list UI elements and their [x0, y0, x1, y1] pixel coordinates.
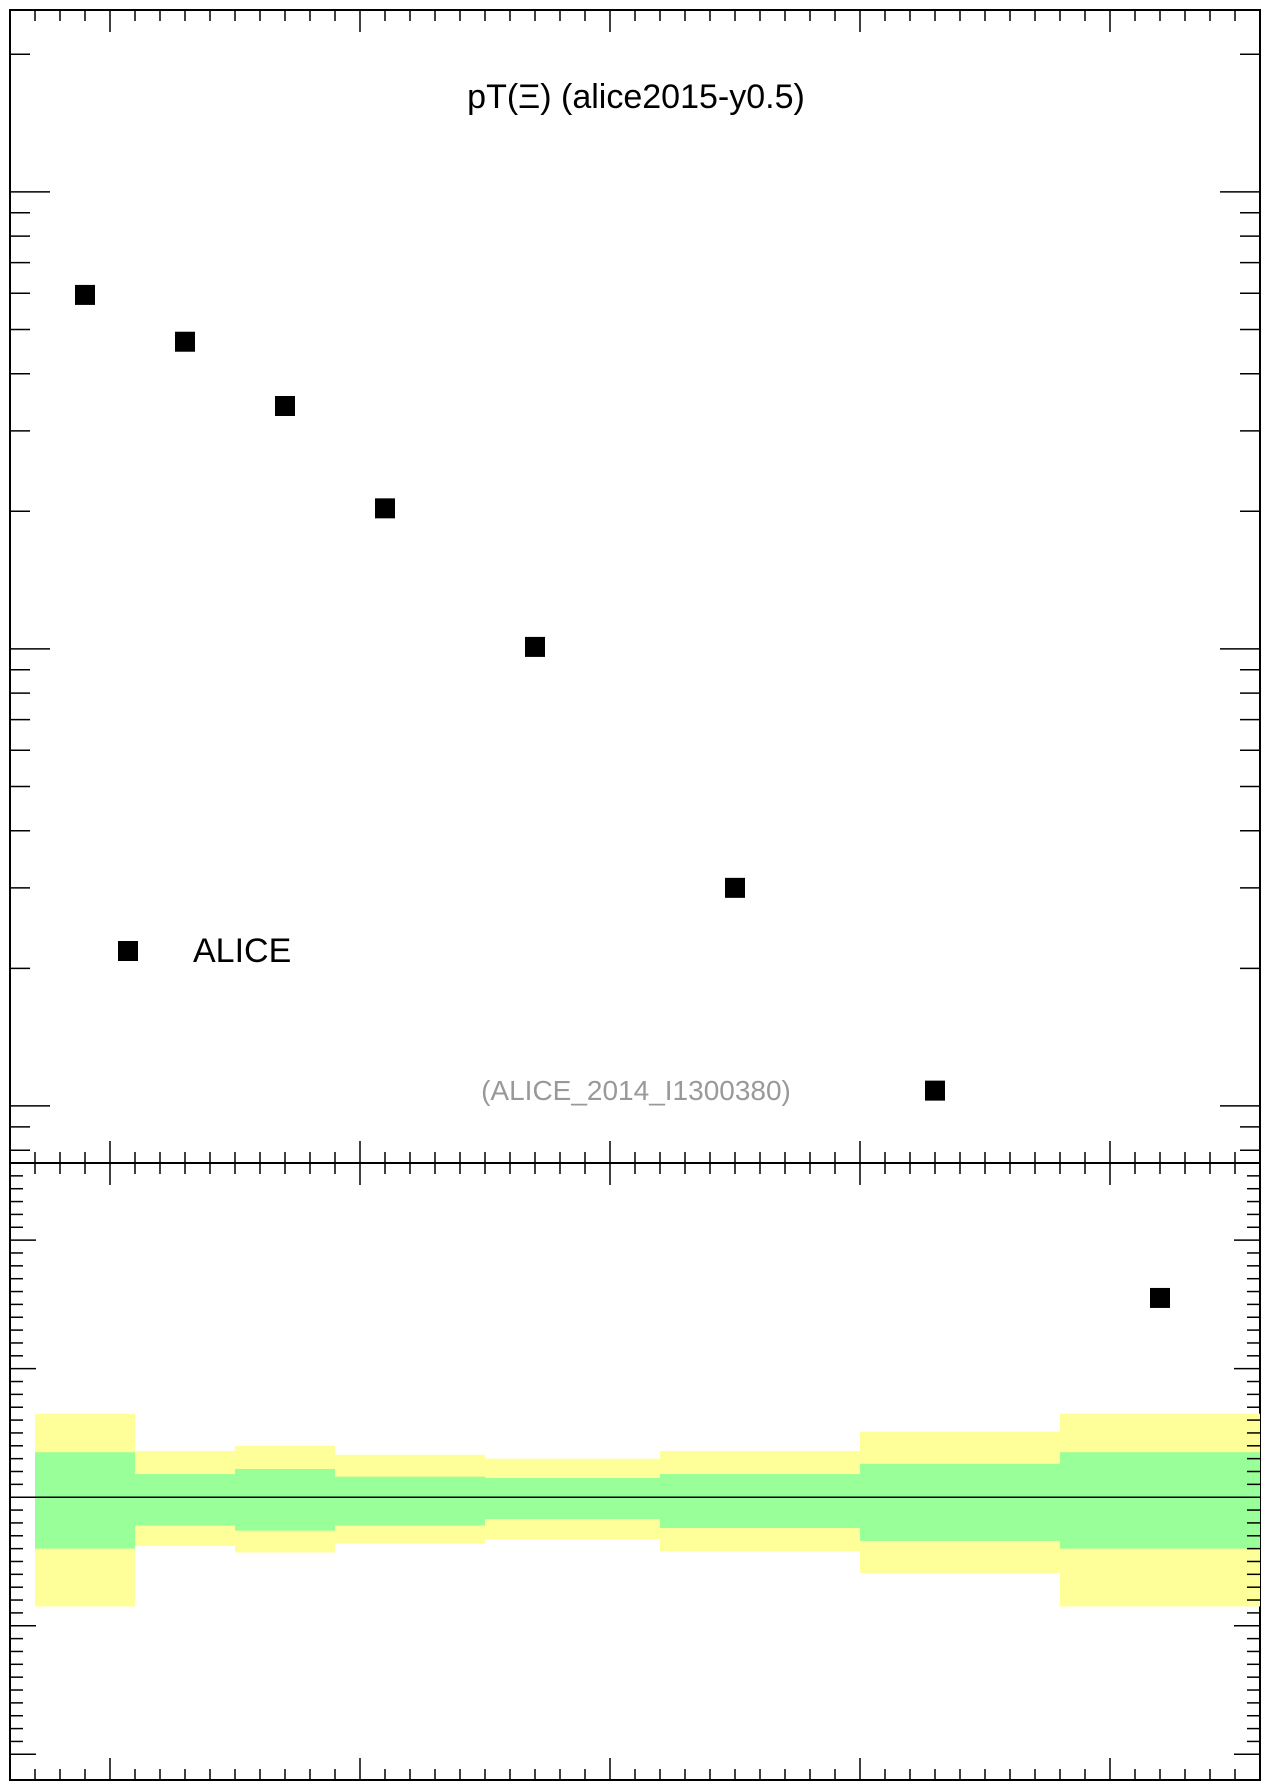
- ratio-inner-band-3: [335, 1476, 485, 1526]
- ratio-inner-band-7: [1060, 1452, 1260, 1549]
- data-point: [275, 395, 295, 416]
- data-point: [525, 636, 545, 657]
- x-tick-labels: 1 2 3 4 5: [99, 1787, 1121, 1790]
- legend: ALICE: [118, 932, 291, 970]
- x-tick-label: 1: [99, 1787, 121, 1790]
- ratio-inner-band-4: [485, 1477, 660, 1520]
- x-tick-label: 4: [849, 1787, 871, 1790]
- data-point: [75, 284, 95, 305]
- ratio-inner-band-5: [660, 1474, 860, 1529]
- analysis-watermark: (ALICE_2014_I1300380): [481, 1075, 791, 1106]
- ratio-inner-band-1: [135, 1474, 235, 1526]
- data-point: [375, 498, 395, 519]
- x-tick-label: 5: [1099, 1787, 1121, 1790]
- x-tick-label: 2: [349, 1787, 371, 1790]
- ratio-inner-band-0: [35, 1452, 135, 1549]
- chart-title: pT(Ξ) (alice2015-y0.5): [467, 78, 805, 116]
- main-panel-frame: [9, 9, 1261, 1164]
- legend-marker-alice: [118, 941, 138, 961]
- x-tick-label: 3: [599, 1787, 621, 1790]
- ratio-bands: [35, 1413, 1260, 1607]
- data-point: [925, 1080, 945, 1101]
- data-points: [75, 284, 1170, 1308]
- axis-ticks: [9, 10, 1261, 1780]
- data-point: [175, 331, 195, 352]
- ratio-inner-band-2: [235, 1468, 335, 1531]
- legend-label-alice: ALICE: [193, 932, 291, 970]
- data-point: [725, 877, 745, 898]
- ratio-inner-band-6: [860, 1463, 1060, 1541]
- data-point: [1150, 1287, 1170, 1308]
